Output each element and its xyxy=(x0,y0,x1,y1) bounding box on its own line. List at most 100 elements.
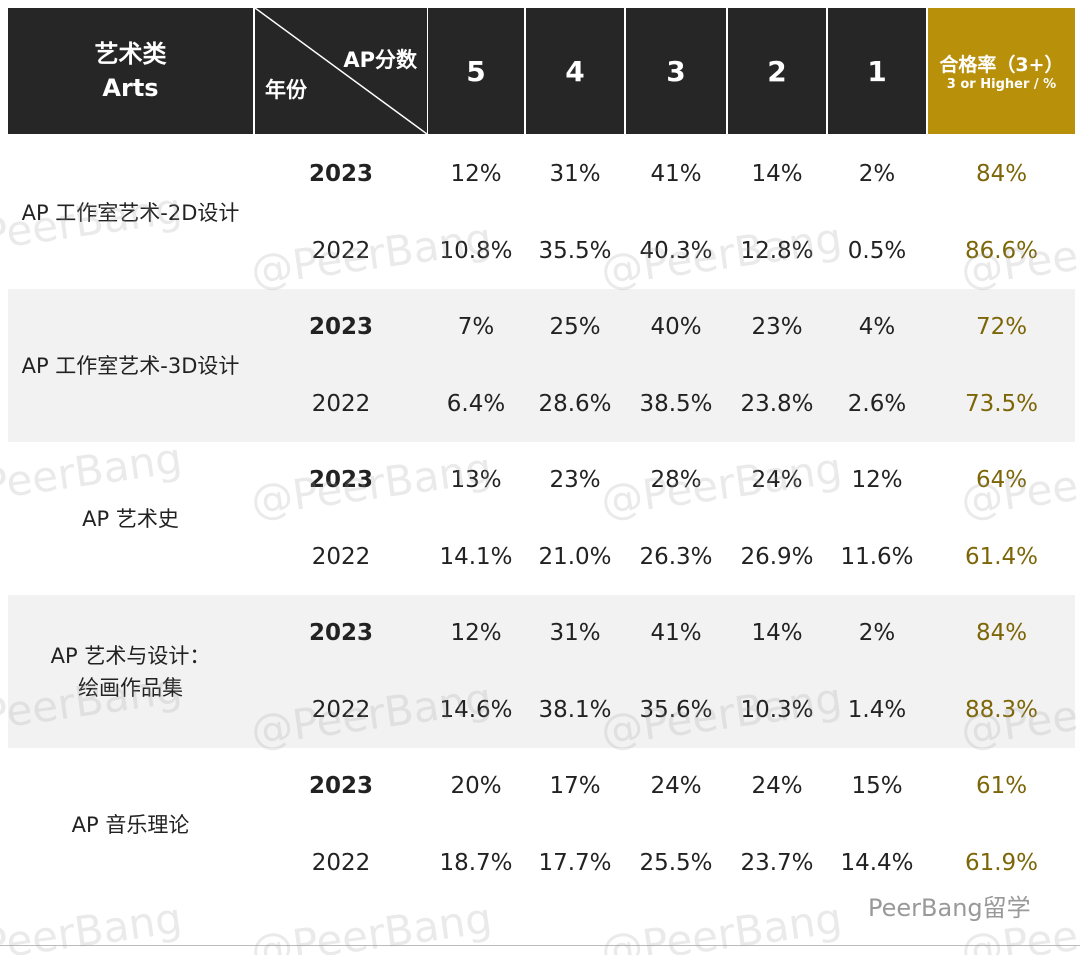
text: 合格率（3+） xyxy=(939,54,1064,76)
score-pct: 40% xyxy=(650,314,702,340)
score-pct: 20% xyxy=(450,773,502,799)
text: Arts xyxy=(102,74,159,102)
pass-rate: 61.4% xyxy=(964,544,1039,570)
score-pct: 17% xyxy=(549,773,601,799)
score-pct: 2% xyxy=(858,620,896,646)
subject: AP 工作室艺术-2D设计 xyxy=(8,136,253,289)
score-pct: 24% xyxy=(650,773,702,799)
score-pct: 41% xyxy=(650,161,702,187)
diagonal xyxy=(255,8,427,134)
subject: AP 艺术与设计： 绘画作品集 xyxy=(8,595,253,748)
score-pct: 14% xyxy=(751,620,803,646)
header-score: 2 xyxy=(728,8,826,134)
score-pct: 4% xyxy=(858,314,896,340)
logo: PeerBang留学 xyxy=(868,894,1031,922)
score-pct: 26.9% xyxy=(740,544,814,570)
pass-rate: 61% xyxy=(975,773,1028,799)
score-pct: 31% xyxy=(549,620,601,646)
header-diagonal: AP分数 年份 xyxy=(255,8,427,134)
score-pct: 12% xyxy=(450,161,502,187)
score-pct: 0.5% xyxy=(847,238,907,264)
score-pct: 2.6% xyxy=(847,391,907,417)
score-pct: 28% xyxy=(650,467,702,493)
subject-line: AP 工作室艺术-3D设计 xyxy=(21,353,240,378)
score-pct: 18.7% xyxy=(439,850,513,876)
subject-line: AP 艺术与设计： xyxy=(50,643,211,668)
subject: AP 艺术史 xyxy=(8,442,253,595)
score-pct: 21.0% xyxy=(538,544,612,570)
pass-rate: 72% xyxy=(975,314,1028,340)
score-pct: 12% xyxy=(450,620,502,646)
year: 2023 xyxy=(308,161,373,187)
subject-line: 绘画作品集 xyxy=(78,675,183,700)
score-pct: 6.4% xyxy=(446,391,506,417)
year: 2022 xyxy=(311,697,371,723)
score-pct: 11.6% xyxy=(840,544,914,570)
text: 3 or Higher / % xyxy=(946,77,1057,92)
score-pct: 14.1% xyxy=(439,544,513,570)
pass-rate: 86.6% xyxy=(964,238,1039,264)
score-pct: 14.6% xyxy=(439,697,513,723)
score-pct: 31% xyxy=(549,161,601,187)
year: 2022 xyxy=(311,544,371,570)
score-pct: 12.8% xyxy=(740,238,814,264)
score-pct: 14.4% xyxy=(840,850,914,876)
year: 2023 xyxy=(308,314,373,340)
score-pct: 38.5% xyxy=(639,391,713,417)
subject-line: AP 工作室艺术-2D设计 xyxy=(21,200,240,225)
score-pct: 25.5% xyxy=(639,850,713,876)
year: 2022 xyxy=(311,238,371,264)
pass-rate: 88.3% xyxy=(964,697,1039,723)
score-pct: 10.3% xyxy=(740,697,814,723)
text: 艺术类 xyxy=(94,40,167,68)
header-score: 4 xyxy=(526,8,624,134)
score-pct: 25% xyxy=(549,314,601,340)
score-pct: 41% xyxy=(650,620,702,646)
score-pct: 15% xyxy=(851,773,903,799)
score-pct: 38.1% xyxy=(538,697,612,723)
pass-rate: 84% xyxy=(975,620,1028,646)
score-pct: 23% xyxy=(751,314,803,340)
score-pct: 17.7% xyxy=(538,850,612,876)
bottom-line xyxy=(0,945,1080,946)
score-pct: 2% xyxy=(858,161,896,187)
year: 2023 xyxy=(308,620,373,646)
header-score: 5 xyxy=(428,8,524,134)
pass-rate: 61.9% xyxy=(964,850,1039,876)
subject-line: AP 音乐理论 xyxy=(71,812,190,837)
year: 2023 xyxy=(308,773,373,799)
year: 2022 xyxy=(311,391,371,417)
header-category: 艺术类 Arts xyxy=(8,8,253,134)
pass-rate: 73.5% xyxy=(964,391,1039,417)
score-pct: 40.3% xyxy=(639,238,713,264)
header-rate: 合格率（3+） 3 or Higher / % xyxy=(928,8,1075,134)
score-pct: 1.4% xyxy=(847,697,907,723)
score-pct: 28.6% xyxy=(538,391,612,417)
subject: AP 工作室艺术-3D设计 xyxy=(8,289,253,442)
score-pct: 12% xyxy=(851,467,903,493)
pass-rate: 84% xyxy=(975,161,1028,187)
year: 2022 xyxy=(311,850,371,876)
header-score: 3 xyxy=(626,8,726,134)
score-pct: 14% xyxy=(751,161,803,187)
score-pct: 23% xyxy=(549,467,601,493)
score-pct: 13% xyxy=(450,467,502,493)
score-pct: 23.7% xyxy=(740,850,814,876)
score-pct: 23.8% xyxy=(740,391,814,417)
text: 年份 xyxy=(265,78,307,102)
year: 2023 xyxy=(308,467,373,493)
score-pct: 35.5% xyxy=(538,238,612,264)
row-band xyxy=(8,595,1075,748)
subject-line: AP 艺术史 xyxy=(82,506,179,531)
score-pct: 35.6% xyxy=(639,697,713,723)
score-pct: 24% xyxy=(751,467,803,493)
row-band xyxy=(8,289,1075,442)
header-score: 1 xyxy=(828,8,926,134)
score-pct: 26.3% xyxy=(639,544,713,570)
score-pct: 7% xyxy=(457,314,495,340)
text: AP分数 xyxy=(343,48,417,72)
subject: AP 音乐理论 xyxy=(8,748,253,901)
pass-rate: 64% xyxy=(975,467,1028,493)
score-pct: 24% xyxy=(751,773,803,799)
